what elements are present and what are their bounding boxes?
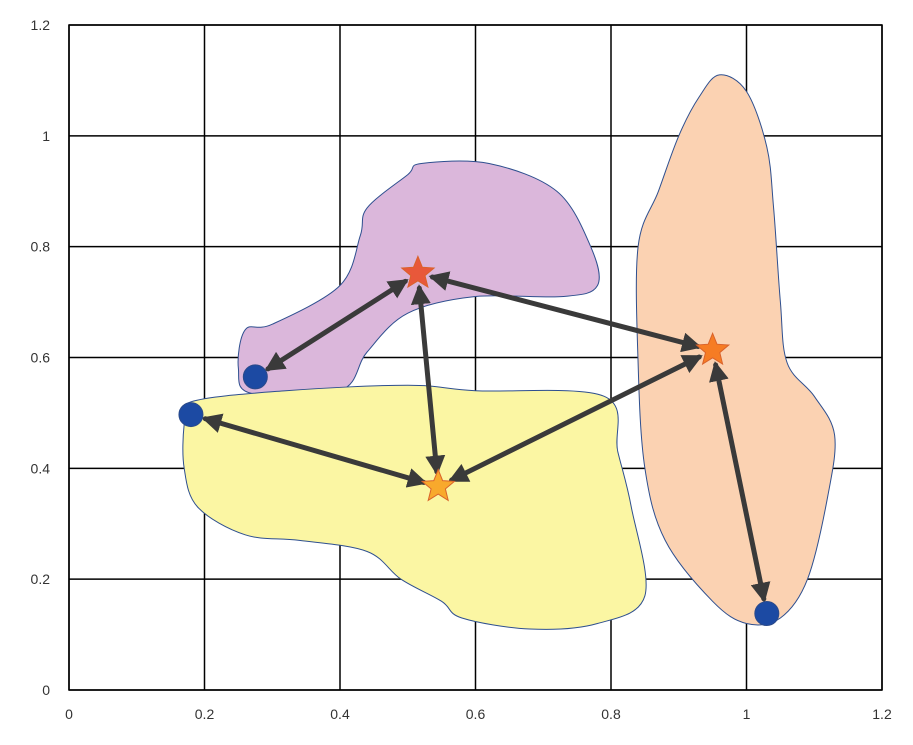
arrows [201, 271, 771, 603]
cluster-regions [181, 74, 836, 630]
star-point [695, 331, 731, 366]
x-tick-label: 0.2 [195, 706, 215, 722]
y-tick-label: 0.6 [31, 350, 51, 366]
circle-point [754, 601, 780, 627]
double-arrow [709, 361, 771, 603]
y-tick-label: 0.8 [31, 239, 51, 255]
y-tick-label: 0.2 [31, 571, 51, 587]
double-arrow [410, 284, 446, 476]
tick-labels: 0 0.2 0.4 0.6 0.8 1 1.2 0 0.2 0.4 0.6 0.8 1 1.2 [31, 17, 892, 722]
y-tick-label: 1.2 [31, 17, 51, 33]
y-tick-label: 0.4 [31, 460, 51, 476]
x-tick-label: 0 [65, 706, 73, 722]
region-orange [635, 74, 836, 626]
x-tick-label: 0.6 [466, 706, 486, 722]
double-arrow [428, 271, 702, 353]
double-arrow [264, 278, 409, 372]
double-arrow [201, 413, 428, 488]
circle-point [178, 402, 204, 428]
star-point [400, 254, 436, 289]
star-point [420, 468, 456, 502]
y-tick-label: 1 [42, 128, 50, 144]
x-tick-label: 1 [743, 706, 751, 722]
circle-point [242, 364, 268, 390]
data-points [178, 254, 780, 627]
x-tick-label: 0.4 [330, 706, 350, 722]
y-tick-label: 0 [42, 682, 50, 698]
region-yellow [181, 384, 647, 630]
x-tick-label: 1.2 [872, 706, 892, 722]
x-tick-label: 0.8 [601, 706, 621, 722]
double-arrow [448, 354, 703, 483]
plot-frame [68, 24, 883, 691]
